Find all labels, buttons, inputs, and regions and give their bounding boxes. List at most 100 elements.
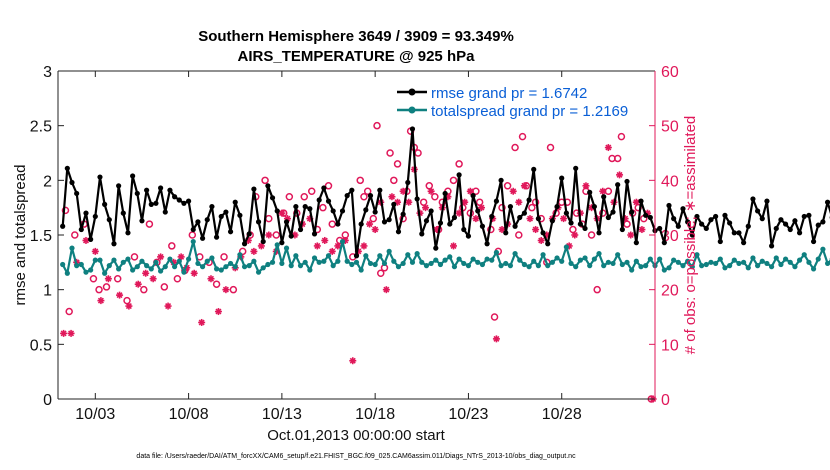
spread-point xyxy=(69,245,75,251)
spread-point xyxy=(60,261,66,268)
rmse-point xyxy=(759,216,765,222)
y-axis-right-label: # of obs: o=possible; ∗=assimilated xyxy=(682,116,699,355)
rmse-point xyxy=(279,240,285,246)
rmse-point xyxy=(260,238,266,245)
rmse-point xyxy=(363,207,369,213)
obs-assimilated-point xyxy=(177,253,185,261)
y-right-tick-label: 50 xyxy=(661,119,679,136)
obs-possible-point xyxy=(300,192,309,201)
spread-point xyxy=(521,261,528,268)
spread-point xyxy=(638,264,644,270)
spread-point xyxy=(386,248,392,254)
rmse-point xyxy=(610,209,616,215)
obs-assimilated-point xyxy=(91,247,99,255)
spread-point xyxy=(540,252,546,258)
spread-point xyxy=(241,264,248,270)
rmse-point xyxy=(633,240,639,246)
spread-point xyxy=(526,264,532,270)
rmse-point xyxy=(559,175,565,181)
spread-point xyxy=(74,263,80,269)
obs-possible-point xyxy=(229,285,238,294)
rmse-point xyxy=(372,209,378,215)
rmse-point xyxy=(540,230,546,236)
rmse-point xyxy=(246,231,252,237)
obs-assimilated-point xyxy=(560,215,568,223)
rmse-point xyxy=(484,241,490,247)
spread-point xyxy=(801,252,807,258)
rmse-point xyxy=(241,241,248,247)
rmse-point xyxy=(339,208,346,214)
y-right-tick-label: 60 xyxy=(661,64,679,81)
rmse-point xyxy=(125,230,131,236)
plot-area xyxy=(58,71,655,399)
rmse-point xyxy=(199,235,206,241)
obs-possible-point xyxy=(285,192,294,201)
spread-point xyxy=(727,263,733,269)
rmse-point xyxy=(144,187,150,193)
obs-possible-point xyxy=(61,206,70,215)
spread-point xyxy=(269,259,276,265)
rmse-point xyxy=(680,206,686,212)
spread-point xyxy=(190,238,196,245)
obs-assimilated-point xyxy=(142,269,150,277)
obs-possible-point xyxy=(377,269,385,278)
rmse-point xyxy=(741,240,747,246)
rmse-point xyxy=(824,199,830,205)
obs-assimilated-point xyxy=(520,182,528,190)
rmse-point xyxy=(97,174,103,180)
y-right-tick-label: 10 xyxy=(661,337,679,354)
spread-point xyxy=(465,263,472,269)
spread-point xyxy=(302,259,308,265)
obs-assimilated-point xyxy=(257,242,265,250)
rmse-point xyxy=(615,182,621,188)
spread-point xyxy=(330,263,336,269)
obs-assimilated-point xyxy=(104,275,112,283)
obs-possible-point xyxy=(369,214,378,223)
rmse-point xyxy=(512,223,518,229)
spread-point xyxy=(479,261,486,268)
obs-possible-point xyxy=(455,160,463,168)
rmse-point xyxy=(232,199,238,205)
spread-point xyxy=(489,257,495,263)
rmse-point xyxy=(465,233,472,239)
spread-point xyxy=(512,250,518,257)
rmse-point xyxy=(810,238,817,245)
rmse-point xyxy=(139,218,145,224)
spread-point xyxy=(759,258,765,264)
spread-point xyxy=(409,259,416,265)
obs-assimilated-point xyxy=(515,198,523,206)
spread-point xyxy=(745,265,751,271)
spread-point xyxy=(661,267,667,273)
obs-assimilated-point xyxy=(250,247,258,255)
obs-possible-point xyxy=(95,285,103,294)
rmse-point xyxy=(391,201,397,207)
obs-assimilated-point xyxy=(427,187,435,195)
spread-point xyxy=(736,260,742,267)
rmse-point xyxy=(162,209,168,215)
rmse-point xyxy=(451,214,458,221)
obs-assimilated-point xyxy=(604,144,612,152)
obs-possible-point xyxy=(113,274,122,283)
obs-assimilated-point xyxy=(164,302,172,310)
spread-point xyxy=(428,260,434,267)
spread-point xyxy=(153,259,159,265)
spread-point xyxy=(447,254,453,260)
obs-assimilated-point xyxy=(265,231,273,239)
rmse-point xyxy=(820,219,826,225)
rmse-point xyxy=(591,203,597,210)
spread-point xyxy=(120,259,126,265)
rmse-point xyxy=(134,190,140,197)
y-left-tick-label: 2.5 xyxy=(30,119,52,136)
rmse-point xyxy=(526,197,532,203)
obs-assimilated-point xyxy=(366,220,374,228)
rmse-point xyxy=(176,197,182,203)
obs-possible-point xyxy=(307,187,316,196)
spread-point xyxy=(335,258,341,264)
spread-point xyxy=(148,266,154,272)
rmse-point xyxy=(601,194,607,200)
spread-point xyxy=(484,256,490,262)
rmse-point xyxy=(661,240,667,246)
spread-point xyxy=(321,258,327,264)
rmse-point xyxy=(722,212,728,218)
